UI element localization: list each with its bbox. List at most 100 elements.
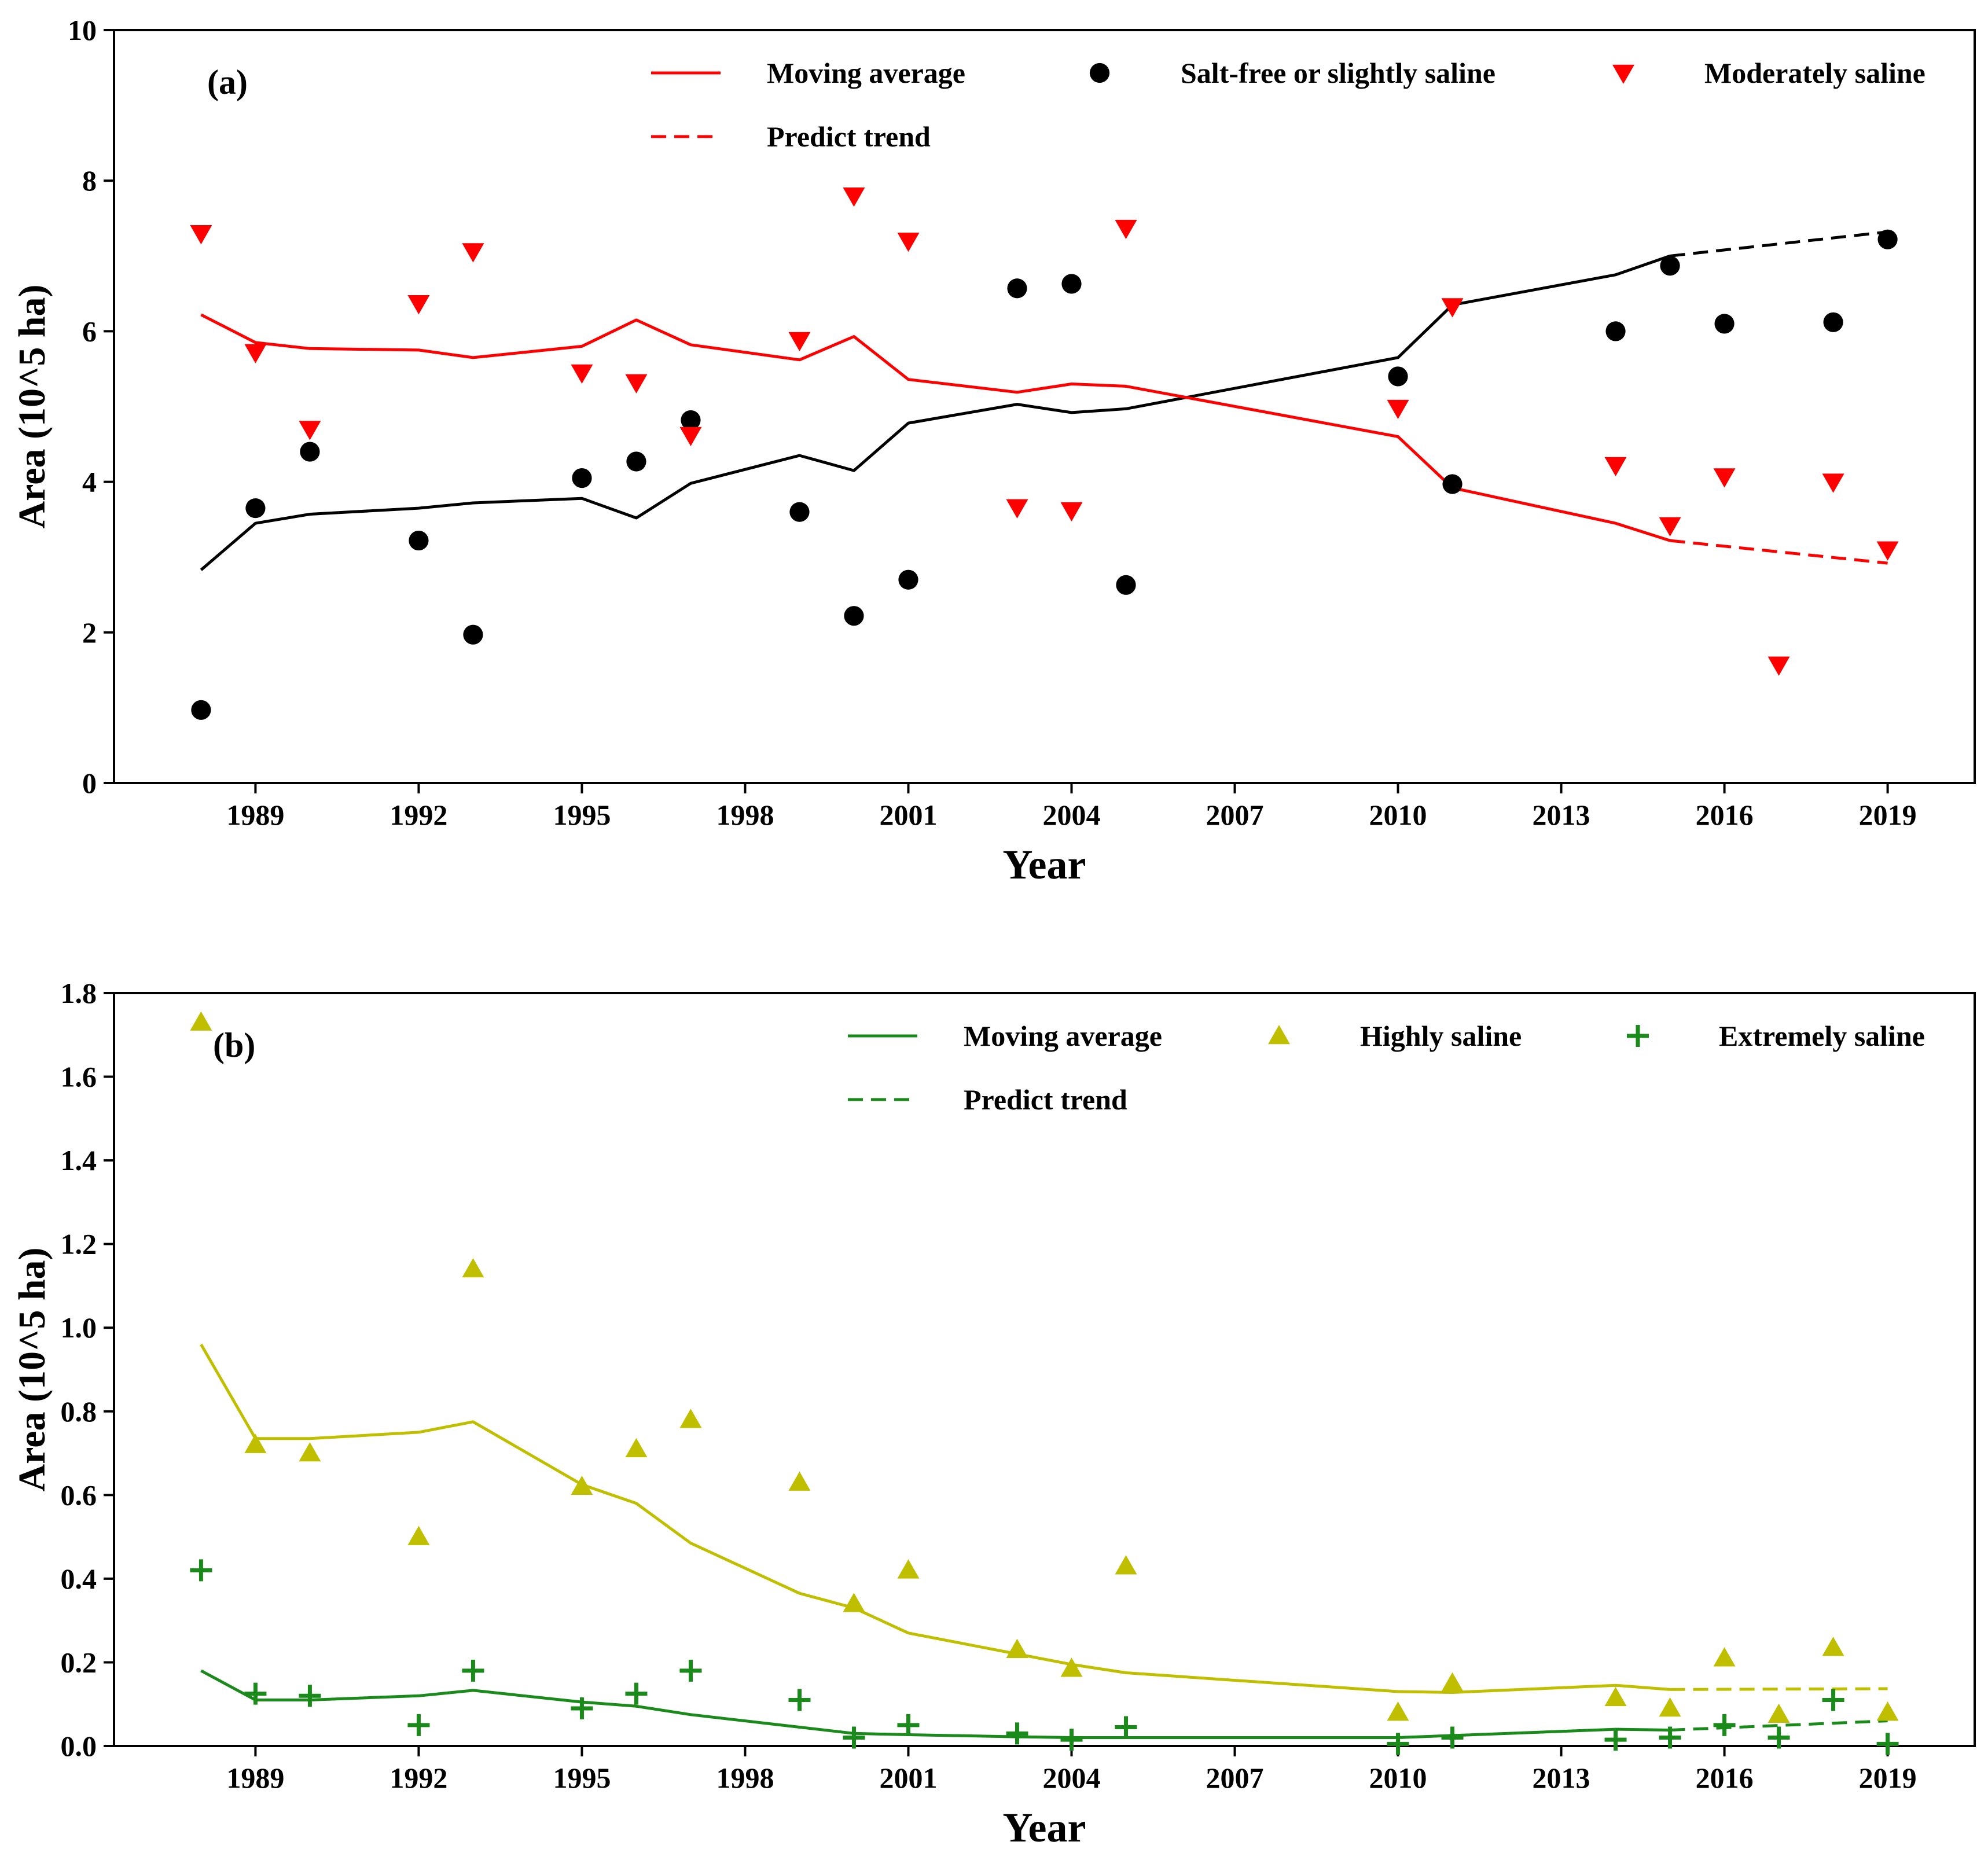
y-tick-label: 1.4 [61,1144,97,1177]
legend-label: Moving average [767,57,965,89]
x-tick-label: 2016 [1696,799,1754,831]
legend-item-highly-saline: Highly saline [1268,1020,1522,1052]
data-point-highly-saline [1387,1701,1409,1721]
data-point-salt-free-or-slightly-saline [191,700,211,720]
y-tick-label: 0.0 [61,1730,97,1762]
moving-average-line-moving-average-salt-free-or-slightly-saline [200,254,1671,571]
data-point-moderately-saline [1876,541,1899,561]
data-point-moderately-saline [1713,468,1736,488]
x-tick-label: 1998 [716,1762,774,1794]
plot-frame [113,992,1976,1747]
data-point-salt-free-or-slightly-saline [626,451,646,472]
data-point-moderately-saline [1115,219,1137,240]
legend-label: Salt-free or slightly saline [1181,57,1495,89]
predict-trend-line-predict-trend-salt-free-or-slightly-saline [1670,230,1888,258]
legend-marker-swatch [1627,1025,1649,1047]
data-point-moderately-saline [1060,502,1083,522]
legend-item-moderately-saline: Moderately saline [1612,57,1925,89]
y-tick-label: 1.2 [61,1228,97,1260]
x-tick-label: 2001 [879,1762,937,1794]
x-tick-label: 2010 [1369,799,1427,831]
x-tick-label: 2007 [1206,1762,1264,1794]
x-tick-label: 2007 [1206,799,1264,831]
data-point-extremely-saline [625,1682,648,1705]
data-point-moderately-saline [625,374,648,394]
y-tick-label: 8 [82,164,97,197]
data-point-salt-free-or-slightly-saline [1442,474,1462,494]
data-point-highly-saline [679,1409,702,1428]
moving-average-line-moving-average-extremely-saline [200,1669,1670,1739]
data-point-highly-saline [1822,1637,1844,1656]
data-point-highly-saline [897,1559,920,1579]
data-point-extremely-saline [897,1714,920,1736]
data-point-highly-saline [1876,1701,1899,1721]
y-tick-label: 6 [82,315,97,347]
data-point-highly-saline [1767,1703,1790,1723]
x-tick-label: 2019 [1859,1762,1917,1794]
data-point-moderately-saline [571,364,593,384]
predict-trend-line-predict-trend-extremely-saline [1670,1719,1888,1732]
data-point-highly-saline [843,1593,865,1612]
y-tick-label: 1.8 [61,977,97,1009]
scatter-series-moderately-saline [190,187,1899,676]
legend-item-predict-trend: Predict trend [848,1083,1127,1116]
data-point-extremely-saline [679,1659,702,1682]
x-tick-label: 1995 [553,1762,611,1794]
data-point-moderately-saline [843,187,865,207]
legend-label: Moderately saline [1704,57,1925,89]
data-point-extremely-saline [1115,1716,1137,1738]
data-point-salt-free-or-slightly-saline [1061,274,1082,294]
data-point-moderately-saline [1659,517,1681,537]
data-point-moderately-saline [190,225,212,245]
x-tick-label: 2013 [1533,1762,1590,1794]
x-tick-label: 2019 [1859,799,1917,831]
data-point-salt-free-or-slightly-saline [844,606,864,626]
panel-label: (b) [213,1026,255,1064]
x-tick-label: 1995 [553,799,611,831]
data-point-highly-saline [407,1525,430,1545]
y-tick-label: 2 [82,616,97,649]
data-point-extremely-saline [1822,1689,1844,1711]
data-point-extremely-saline [1659,1726,1681,1749]
x-tick-label: 2001 [879,799,937,831]
data-point-extremely-saline [1604,1729,1627,1751]
data-point-moderately-saline [1387,399,1409,420]
moving-average-line-moving-average-highly-saline [200,1343,1670,1694]
legend: Moving average Highly saline Extremely sal… [848,1020,1925,1116]
data-point-highly-saline [1006,1638,1028,1659]
data-point-extremely-saline [407,1714,430,1736]
data-point-salt-free-or-slightly-saline [1714,314,1735,334]
x-tick-label: 2004 [1043,1762,1101,1794]
data-point-moderately-saline [788,332,811,352]
data-point-salt-free-or-slightly-saline [1605,321,1626,341]
data-point-extremely-saline [1006,1722,1028,1745]
data-point-salt-free-or-slightly-saline [789,502,810,522]
data-point-highly-saline [1659,1697,1681,1717]
data-point-salt-free-or-slightly-saline [1116,575,1136,595]
data-point-salt-free-or-slightly-saline [1388,366,1408,387]
panel-label: (a) [207,63,248,101]
data-point-salt-free-or-slightly-saline [1660,256,1680,276]
data-point-moderately-saline [1767,656,1790,676]
data-point-highly-saline [1060,1657,1083,1677]
y-tick-label: 1.0 [61,1311,97,1344]
legend-marker-swatch [1612,64,1634,84]
data-point-salt-free-or-slightly-saline [1823,312,1843,332]
y-tick-label: 1.6 [61,1061,97,1093]
data-point-salt-free-or-slightly-saline [572,468,592,488]
data-point-extremely-saline [1060,1729,1083,1751]
data-point-highly-saline [625,1438,648,1458]
data-point-extremely-saline [788,1689,811,1711]
data-point-extremely-saline [571,1697,593,1719]
data-point-highly-saline [462,1258,484,1278]
data-point-moderately-saline [1822,473,1844,493]
data-point-moderately-saline [462,243,484,263]
legend-item-salt-free-or-slightly-saline: Salt-free or slightly saline [1089,57,1495,89]
data-point-extremely-saline [299,1685,321,1707]
predict-trend-line-predict-trend-moderately-saline [1670,539,1888,565]
data-point-moderately-saline [897,233,920,252]
legend-item-extremely-saline: Extremely saline [1627,1020,1925,1052]
y-tick-label: 0.6 [61,1479,97,1511]
data-point-extremely-saline [462,1659,484,1682]
y-tick-label: 0.2 [61,1646,97,1678]
